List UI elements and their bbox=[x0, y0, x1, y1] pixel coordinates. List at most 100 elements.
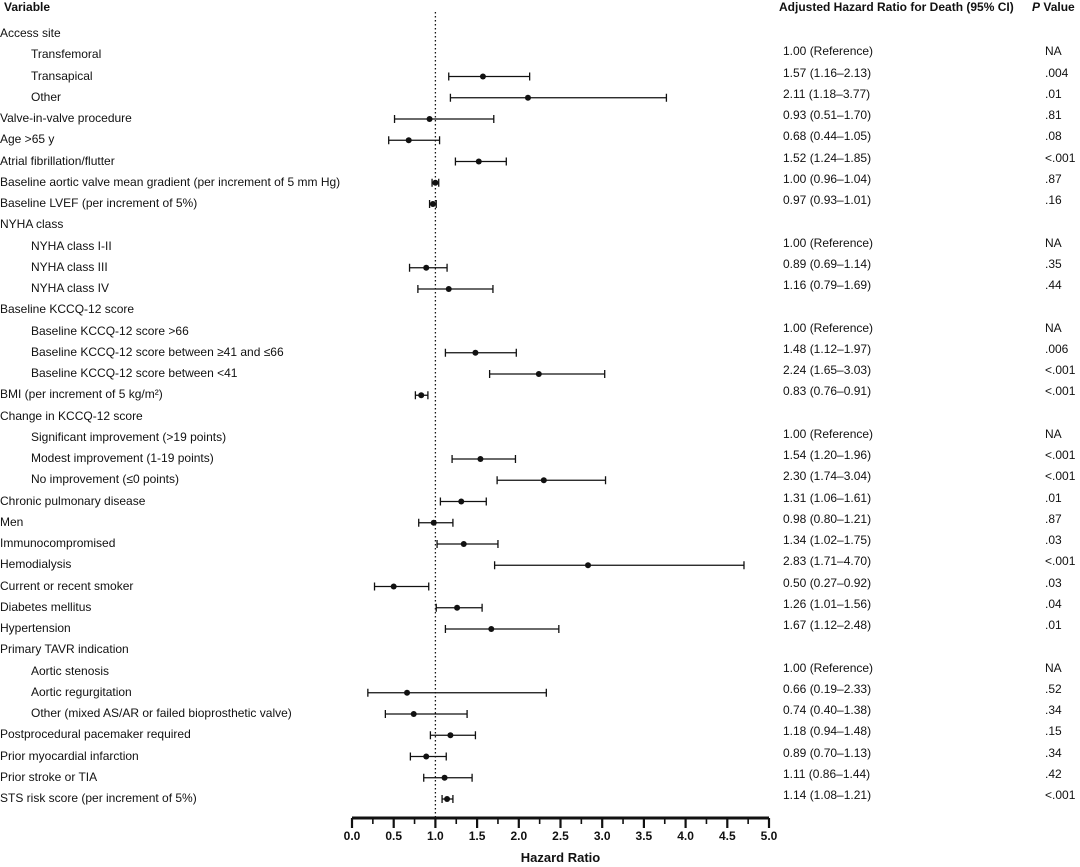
row-label: NYHA class III bbox=[31, 259, 108, 274]
row-label: Postprocedural pacemaker required bbox=[0, 727, 191, 742]
variable-header: Variable bbox=[4, 0, 51, 14]
x-tick-label: 4.0 bbox=[677, 829, 694, 843]
hazard-ratio-value: 1.48 (1.12–1.97) bbox=[783, 341, 872, 356]
row-label: Men bbox=[0, 514, 24, 529]
hazard-ratio-value: 2.11 (1.18–3.77) bbox=[783, 86, 871, 101]
row-label: Change in KCCQ-12 score bbox=[0, 408, 143, 423]
row-label: Baseline LVEF (per increment of 5%) bbox=[0, 196, 198, 210]
hazard-ratio-value: 2.30 (1.74–3.04) bbox=[783, 469, 872, 484]
row-label: Prior stroke or TIA bbox=[0, 769, 98, 784]
point-estimate bbox=[475, 158, 482, 165]
row-label: NYHA class IV bbox=[31, 281, 110, 295]
hazard-ratio-value: 2.83 (1.71–4.70) bbox=[783, 554, 872, 569]
p-value-text: Value bbox=[1040, 0, 1075, 14]
hazard-ratio-value: 1.00 (Reference) bbox=[783, 235, 874, 250]
row-label: STS risk score (per increment of 5%) bbox=[0, 791, 197, 805]
x-tick-label: 5.0 bbox=[761, 829, 778, 843]
row-label: Hemodialysis bbox=[0, 557, 72, 572]
point-estimate bbox=[540, 477, 547, 484]
x-tick-label: 1.5 bbox=[469, 829, 486, 843]
p-value: <.001 bbox=[1045, 448, 1076, 462]
point-estimate bbox=[444, 796, 451, 802]
row-label: NYHA class bbox=[0, 217, 64, 232]
point-estimate bbox=[423, 753, 430, 760]
hazard-ratio-value: 1.00 (Reference) bbox=[783, 320, 874, 335]
row-label: Other (mixed AS/AR or failed bioprosthet… bbox=[31, 706, 292, 720]
x-axis-label: Hazard Ratio bbox=[521, 850, 601, 865]
point-estimate bbox=[488, 626, 495, 632]
p-value: NA bbox=[1045, 660, 1062, 675]
p-value: <.001 bbox=[1045, 363, 1076, 377]
p-value: .01 bbox=[1045, 618, 1062, 632]
row-label: Baseline KCCQ-12 score bbox=[0, 302, 135, 317]
point-estimate bbox=[410, 711, 417, 717]
point-estimate bbox=[454, 604, 461, 611]
p-value: <.001 bbox=[1045, 788, 1076, 802]
hazard-ratio-value: 0.66 (0.19–2.33) bbox=[783, 681, 872, 696]
x-tick-label: 0.0 bbox=[344, 829, 361, 843]
point-estimate bbox=[426, 116, 433, 122]
point-estimate bbox=[447, 732, 454, 739]
point-estimate bbox=[432, 179, 439, 186]
hazard-ratio-value: 1.54 (1.20–1.96) bbox=[783, 448, 872, 462]
row-label: Diabetes mellitus bbox=[0, 599, 92, 614]
hazard-ratio-value: 0.89 (0.70–1.13) bbox=[783, 745, 872, 760]
x-tick-label: 3.5 bbox=[636, 829, 653, 843]
row-label: Primary TAVR indication bbox=[0, 642, 129, 657]
point-estimate bbox=[472, 349, 479, 356]
point-estimate bbox=[535, 371, 542, 377]
x-tick-label: 2.5 bbox=[552, 829, 569, 843]
row-label: NYHA class I-II bbox=[31, 238, 112, 253]
point-estimate bbox=[460, 541, 467, 547]
point-estimate bbox=[404, 689, 411, 696]
point-estimate bbox=[418, 392, 425, 399]
point-estimate bbox=[429, 201, 436, 207]
p-value: .52 bbox=[1045, 681, 1062, 696]
hazard-ratio-value: 0.97 (0.93–1.01) bbox=[783, 193, 872, 207]
row-label: Aortic regurgitation bbox=[31, 684, 132, 699]
row-label: Age >65 y bbox=[0, 132, 55, 147]
row-label: Access site bbox=[0, 26, 61, 40]
row-label: Transfemoral bbox=[31, 47, 102, 62]
point-estimate bbox=[524, 94, 531, 101]
row-label: Atrial fibrillation/flutter bbox=[0, 153, 115, 168]
p-value: NA bbox=[1045, 320, 1062, 335]
hazard-ratio-value: 0.93 (0.51–1.70) bbox=[783, 108, 872, 122]
p-value: .35 bbox=[1045, 256, 1062, 271]
hazard-ratio-value: 2.24 (1.65–3.03) bbox=[783, 363, 872, 377]
row-label: Modest improvement (1-19 points) bbox=[31, 451, 214, 465]
hazard-ratio-value: 1.57 (1.16–2.13) bbox=[783, 65, 872, 80]
row-label: Baseline aortic valve mean gradient (per… bbox=[0, 174, 341, 189]
hazard-ratio-value: 1.00 (Reference) bbox=[783, 426, 874, 441]
point-estimate bbox=[405, 137, 412, 144]
hazard-ratio-value: 0.98 (0.80–1.21) bbox=[783, 511, 872, 526]
row-label: Aortic stenosis bbox=[31, 663, 110, 678]
p-value: .44 bbox=[1045, 278, 1062, 292]
hazard-ratio-value: 1.34 (1.02–1.75) bbox=[783, 533, 872, 547]
row-label: No improvement (≤0 points) bbox=[31, 472, 179, 487]
row-label: Hypertension bbox=[0, 621, 71, 635]
p-value: .01 bbox=[1045, 86, 1062, 101]
p-value: .01 bbox=[1045, 490, 1062, 505]
p-value: <.001 bbox=[1045, 150, 1076, 165]
point-estimate bbox=[441, 774, 448, 781]
p-italic: P bbox=[1032, 0, 1041, 14]
hazard-ratio-header: Adjusted Hazard Ratio for Death (95% CI) bbox=[779, 0, 1014, 14]
p-value: <.001 bbox=[1045, 384, 1076, 399]
hazard-ratio-value: 1.52 (1.24–1.85) bbox=[783, 150, 872, 165]
row-label: Transapical bbox=[31, 68, 93, 83]
p-value: <.001 bbox=[1045, 469, 1076, 484]
point-estimate bbox=[445, 286, 452, 292]
hazard-ratio-value: 0.50 (0.27–0.92) bbox=[783, 575, 872, 590]
hazard-ratio-value: 1.18 (0.94–1.48) bbox=[783, 724, 872, 739]
hazard-ratio-value: 0.83 (0.76–0.91) bbox=[783, 384, 872, 399]
p-value: NA bbox=[1045, 426, 1062, 441]
p-value: .81 bbox=[1045, 108, 1062, 122]
row-label: Baseline KCCQ-12 score between <41 bbox=[31, 366, 238, 380]
hazard-ratio-value: 1.00 (Reference) bbox=[783, 660, 874, 675]
p-value: .04 bbox=[1045, 596, 1062, 611]
row-label: Valve-in-valve procedure bbox=[0, 111, 132, 125]
row-label: Prior myocardial infarction bbox=[0, 748, 139, 763]
p-value: .03 bbox=[1045, 533, 1062, 547]
point-estimate bbox=[585, 562, 592, 569]
